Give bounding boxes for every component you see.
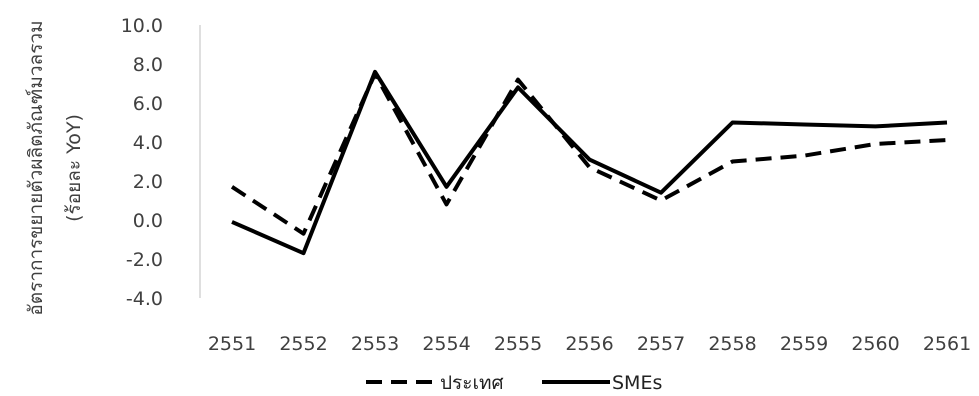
x-tick-label: 2555 [494,333,542,355]
x-tick-label: 2560 [851,333,899,355]
y-tick-labels: -4.0 -2.0 0.0 2.0 4.0 6.0 8.0 10.0 [121,15,163,310]
y-tick-label: 0.0 [133,210,163,232]
legend-label-series-2: SMEs [612,372,662,394]
y-axis-label-line1: อัตราการขยายตัวผลิตภัณฑ์มวลรวม [25,20,47,315]
y-tick-label: 8.0 [133,54,163,76]
legend: ประเทศ SMEs [366,372,662,394]
y-tick-label: 6.0 [133,93,163,115]
x-tick-label: 2553 [351,333,399,355]
y-axis-label: อัตราการขยายตัวผลิตภัณฑ์มวลรวม (ร้อยละ Y… [25,20,85,315]
x-tick-label: 2558 [708,333,756,355]
x-tick-label: 2556 [565,333,613,355]
x-tick-label: 2551 [208,333,256,355]
series-line-2 [231,69,948,256]
y-tick-label: 10.0 [121,15,163,37]
y-axis-label-line2: (ร้อยละ YoY) [63,114,85,222]
y-tick-label: -2.0 [126,249,163,271]
x-tick-label: 2557 [637,333,685,355]
y-tick-label: 2.0 [133,171,163,193]
legend-label-series-1: ประเทศ [440,372,504,394]
x-tick-label: 2561 [923,333,971,355]
y-tick-label: -4.0 [126,288,163,310]
series-line-1 [230,71,948,236]
x-tick-labels: 2551 2552 2553 2554 2555 2556 2557 2558 2559 2560… [208,333,971,355]
x-tick-label: 2554 [422,333,470,355]
x-tick-label: 2559 [780,333,828,355]
series-lines [230,69,948,256]
y-tick-label: 4.0 [133,132,163,154]
x-tick-label: 2552 [279,333,327,355]
